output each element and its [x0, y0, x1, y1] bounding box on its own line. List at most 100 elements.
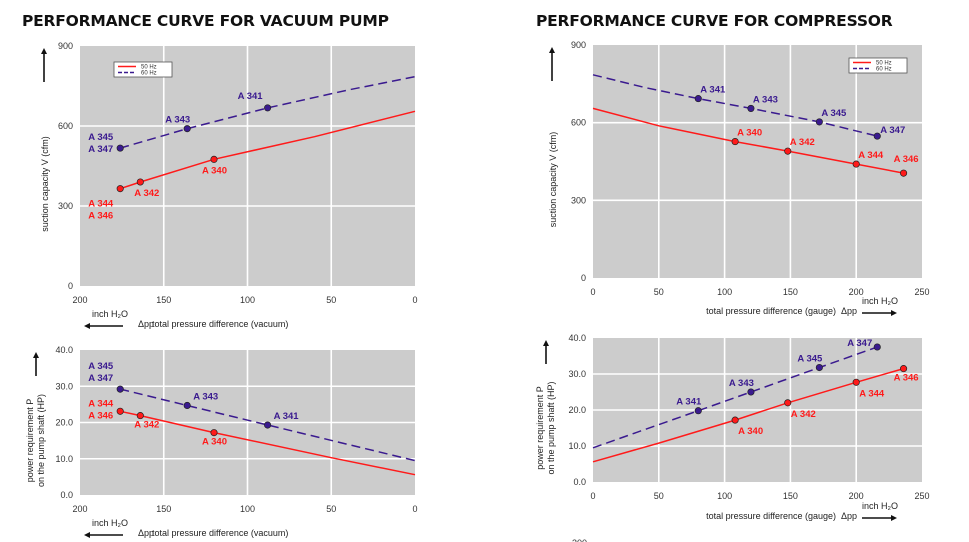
y-tick-label: 20.0 [568, 405, 586, 415]
data-point [116, 144, 124, 152]
data-point [210, 155, 218, 163]
y-tick-label: 0 [68, 281, 73, 291]
point-label: A 340 [737, 128, 762, 139]
y-tick-label: 40.0 [55, 345, 73, 355]
legend-label-50hz: 50 Hz [876, 61, 892, 67]
point-label: A 343 [193, 391, 218, 402]
compressor-power-chart: 0 50 100 150 200 250 0.0 10.0 20.0 30.0 40.0 power … [535, 333, 930, 521]
vacuum-capacity-chart: 200 150 100 50 0 0 300 600 900 suction capacity V… [40, 41, 418, 329]
point-label: A 345 [797, 354, 823, 365]
y-tick-label: 0.0 [573, 477, 586, 487]
data-point [136, 178, 144, 186]
x-unit-label: inch H₂O [862, 501, 898, 511]
data-point [116, 385, 124, 393]
x-tick-label: 50 [654, 287, 664, 297]
x-tick-label: 100 [717, 491, 732, 501]
delta-p-symbol: Δpp [841, 306, 857, 316]
x-axis-arrow-head [891, 515, 897, 521]
x-tick-label: 150 [783, 491, 798, 501]
point-label: A 346 [894, 154, 919, 165]
point-label: A 344 [88, 398, 114, 409]
data-point [900, 365, 908, 373]
x-unit-label: inch H₂O [862, 296, 898, 306]
x-tick-label: 100 [240, 504, 255, 514]
point-label: A 341 [700, 85, 726, 96]
x-tick-label: 0 [590, 491, 595, 501]
data-point [873, 132, 881, 140]
cutoff-tick-fragment: 300 [572, 538, 587, 542]
delta-p-symbol: Δpp [138, 319, 154, 329]
y-tick-label: 900 [571, 40, 586, 50]
x-tick-label: 200 [72, 504, 87, 514]
point-label: A 346 [88, 410, 113, 421]
x-tick-label: 0 [590, 287, 595, 297]
y-tick-label: 300 [571, 195, 586, 205]
point-label: A 346 [88, 211, 113, 222]
data-point [873, 343, 881, 351]
y-axis-label: suction capacity V (cfm) [548, 132, 558, 228]
vacuum-power-chart: 200 150 100 50 0 0.0 10.0 20.0 30.0 40.0 power req… [25, 345, 418, 538]
data-point [116, 185, 124, 193]
x-tick-label: 50 [326, 504, 336, 514]
point-label: A 345 [88, 132, 114, 143]
series-line-60hz [592, 346, 878, 449]
y-axis-label-line: on the pump shaft (HP) [546, 381, 556, 474]
point-label: A 343 [729, 378, 754, 389]
data-point [747, 388, 755, 396]
point-label: A 343 [165, 115, 190, 126]
data-point [210, 429, 218, 437]
data-point [264, 104, 272, 112]
data-point [815, 363, 823, 372]
point-label: A 344 [859, 388, 885, 399]
delta-p-symbol: Δpp [841, 511, 857, 521]
x-axis-label: total pressure difference (gauge) [706, 306, 836, 316]
y-tick-label: 40.0 [568, 333, 586, 343]
y-axis-label-line: power requirement P [535, 386, 545, 470]
y-tick-label: 20.0 [55, 418, 73, 428]
x-axis-label: total pressure difference (gauge) [706, 511, 836, 521]
point-label: A 340 [202, 437, 227, 448]
x-unit-label: inch H₂O [92, 309, 128, 319]
point-label: A 342 [134, 188, 159, 199]
x-tick-label: 100 [240, 295, 255, 305]
x-tick-label: 200 [849, 287, 864, 297]
data-point [900, 169, 908, 177]
y-axis-arrow-head [549, 47, 555, 53]
point-label: A 345 [821, 108, 847, 119]
data-point [694, 95, 702, 103]
data-point [747, 104, 755, 112]
y-tick-label: 600 [571, 118, 586, 128]
compressor-title: PERFORMANCE CURVE FOR COMPRESSOR [536, 12, 893, 30]
x-tick-label: 250 [914, 287, 929, 297]
x-tick-label: 200 [72, 295, 87, 305]
data-point [731, 416, 739, 424]
point-label: A 341 [238, 91, 264, 102]
data-point [694, 407, 702, 415]
y-axis-label-line: power requirement P [25, 399, 35, 483]
x-tick-label: 100 [717, 287, 732, 297]
data-point [136, 412, 144, 420]
vacuum-pump-title: PERFORMANCE CURVE FOR VACUUM PUMP [22, 12, 389, 30]
y-axis-label-line: on the pump shaft (HP) [36, 394, 46, 487]
x-tick-label: 200 [849, 491, 864, 501]
x-axis-label: total pressure difference (vacuum) [152, 528, 288, 538]
delta-p-symbol: Δpp [138, 528, 154, 538]
x-unit-label: inch H₂O [92, 518, 128, 528]
series-line-50hz [592, 367, 904, 463]
data-point [116, 407, 124, 415]
x-tick-label: 150 [156, 504, 171, 514]
y-axis-arrow-head [543, 340, 549, 346]
point-label: A 340 [202, 165, 227, 176]
point-label: A 342 [790, 137, 815, 148]
series-line-50hz [592, 107, 904, 174]
y-tick-label: 900 [58, 41, 73, 51]
y-tick-label: 300 [58, 201, 73, 211]
point-label: A 343 [753, 94, 778, 105]
point-label: A 344 [858, 150, 884, 161]
y-tick-label: 0.0 [60, 490, 73, 500]
point-label: A 345 [88, 361, 114, 372]
data-point [784, 399, 792, 407]
x-axis-label: total pressure difference (vacuum) [152, 319, 288, 329]
compressor-capacity-chart: 0 50 100 150 200 250 0 300 600 900 suction capacit… [548, 40, 930, 316]
